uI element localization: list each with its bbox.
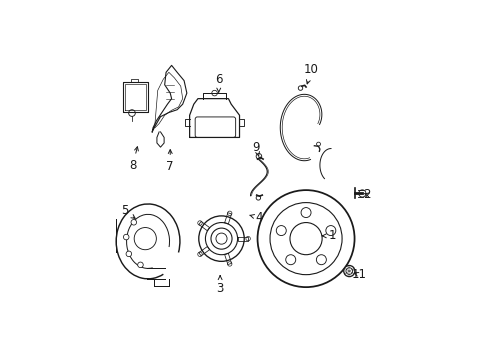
Text: 11: 11 xyxy=(350,268,366,281)
Circle shape xyxy=(197,252,202,256)
Circle shape xyxy=(325,226,335,235)
Circle shape xyxy=(197,221,202,225)
Circle shape xyxy=(128,110,135,116)
Circle shape xyxy=(123,234,129,240)
Circle shape xyxy=(126,251,131,257)
Circle shape xyxy=(316,255,325,265)
Circle shape xyxy=(211,90,217,96)
Circle shape xyxy=(131,220,136,225)
Circle shape xyxy=(205,222,237,255)
Text: 7: 7 xyxy=(166,150,174,173)
Text: 9: 9 xyxy=(252,141,260,157)
Circle shape xyxy=(134,228,156,250)
Circle shape xyxy=(298,86,302,90)
Text: 3: 3 xyxy=(216,276,224,295)
Circle shape xyxy=(210,228,232,249)
Text: 8: 8 xyxy=(129,147,138,172)
Circle shape xyxy=(138,262,143,267)
Circle shape xyxy=(343,266,354,276)
Circle shape xyxy=(276,226,285,235)
Circle shape xyxy=(257,190,354,287)
Circle shape xyxy=(245,237,250,241)
Circle shape xyxy=(216,233,226,244)
Text: 4: 4 xyxy=(249,211,262,224)
Text: 5: 5 xyxy=(121,204,135,219)
Circle shape xyxy=(285,255,295,265)
Circle shape xyxy=(227,262,231,266)
Circle shape xyxy=(346,268,352,274)
Text: 10: 10 xyxy=(304,63,318,84)
Circle shape xyxy=(358,190,365,197)
Circle shape xyxy=(256,195,260,200)
Circle shape xyxy=(198,216,244,261)
Text: 2: 2 xyxy=(363,188,370,201)
Text: 1: 1 xyxy=(322,229,335,242)
Circle shape xyxy=(256,153,261,159)
Circle shape xyxy=(269,203,342,275)
Circle shape xyxy=(227,211,231,216)
Circle shape xyxy=(289,222,322,255)
Circle shape xyxy=(301,208,310,217)
Text: 6: 6 xyxy=(215,73,222,92)
Circle shape xyxy=(316,142,320,146)
